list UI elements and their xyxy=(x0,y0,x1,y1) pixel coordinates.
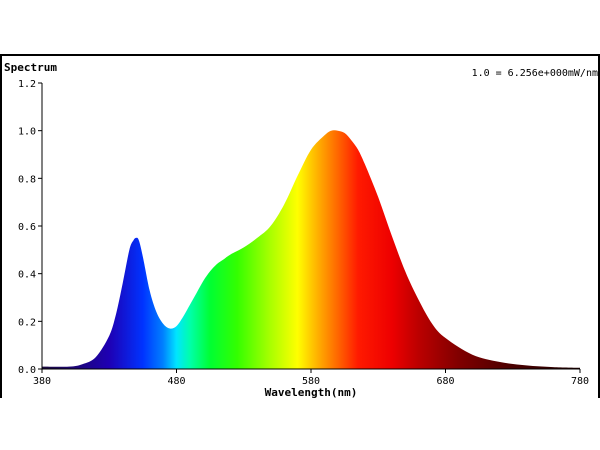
x-axis-label: Wavelength(nm) xyxy=(265,386,358,398)
x-tick-label: 480 xyxy=(167,376,185,387)
scale-annotation: 1.0 = 6.256e+000mW/nm xyxy=(472,68,598,79)
y-tick-label: 0.4 xyxy=(18,270,36,281)
x-tick-label: 380 xyxy=(33,376,51,387)
y-tick-label: 1.0 xyxy=(18,127,36,138)
y-tick-label: 1.2 xyxy=(18,79,36,90)
spectrum-chart: Spectrum 1.0 = 6.256e+000mW/nm 0.0 0.2 0.4… xyxy=(4,61,598,398)
y-tick-label: 0.0 xyxy=(18,365,36,376)
chart-frame: Spectrum 1.0 = 6.256e+000mW/nm 0.0 0.2 0.4… xyxy=(0,54,600,398)
chart-title: Spectrum xyxy=(4,61,57,74)
x-tick-label: 680 xyxy=(436,376,454,387)
y-tick-label: 0.2 xyxy=(18,317,36,328)
y-tick-label: 0.8 xyxy=(18,174,36,185)
spectrum-area xyxy=(42,130,580,369)
y-tick-label: 0.6 xyxy=(18,222,36,233)
x-tick-label: 580 xyxy=(302,376,320,387)
x-tick-label: 780 xyxy=(571,376,589,387)
